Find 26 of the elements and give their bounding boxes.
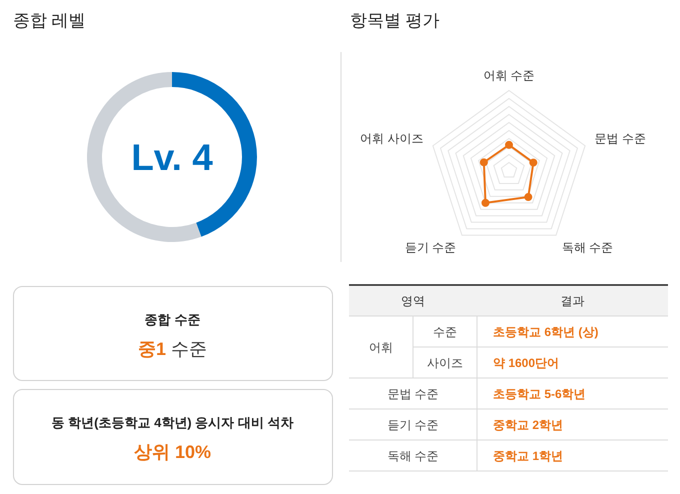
text: 수준 <box>166 339 208 359</box>
text: 상위 10% <box>134 442 212 462</box>
chart-title: 항목별 평가 <box>350 11 440 30</box>
category-label: 결과 <box>560 294 584 308</box>
chart-title: 종합 레벨 <box>13 11 86 30</box>
text: 중학교 1학년 <box>493 449 564 463</box>
spoke-label: 듣기 수준 <box>404 240 456 254</box>
category-label: 사이즈 <box>427 356 463 370</box>
text: Lv. 4 <box>131 137 214 178</box>
text: 종합 수준 <box>144 312 200 327</box>
category-label: 독해 수준 <box>387 449 439 463</box>
spoke-label: 독해 수준 <box>562 240 614 254</box>
text: 약 1600단어 <box>493 356 560 370</box>
text: 동 학년(초등학교 4학년) 응시자 대비 석차 <box>52 415 294 430</box>
spoke-label: 어휘 사이즈 <box>360 132 424 146</box>
category-label: 수준 <box>433 325 457 339</box>
text: 중1 <box>138 339 166 359</box>
text: 초등학교 6학년 (상) <box>493 325 598 339</box>
category-label: 영역 <box>401 294 425 308</box>
text: 초등학교 5-6학년 <box>493 387 586 401</box>
spoke-label: 문법 수준 <box>594 132 646 146</box>
category-label: 문법 수준 <box>387 387 439 401</box>
category-label: 듣기 수준 <box>387 418 439 432</box>
category-label: 어휘 <box>369 340 393 354</box>
text: 중학교 2학년 <box>493 418 564 432</box>
spoke-label: 어휘 수준 <box>483 68 535 82</box>
